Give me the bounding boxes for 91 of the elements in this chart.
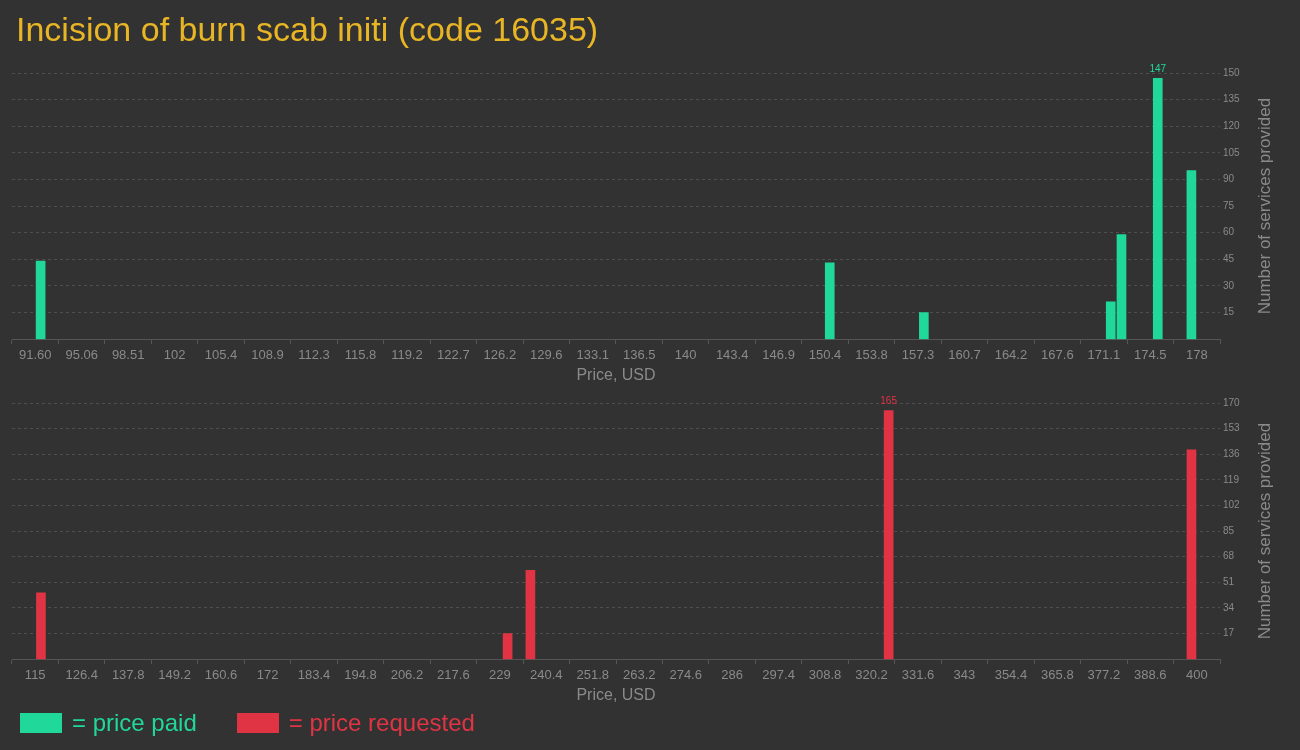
y-tick-label: 51 [1223,576,1235,588]
y-tick-label: 120 [1223,119,1241,131]
x-tick-label: 167.6 [1041,346,1074,362]
y-axis-title: Number of services provided [1254,97,1274,315]
x-tick-label: 320.2 [855,666,888,682]
y-tick-label: 75 [1223,199,1235,211]
bar [35,260,46,340]
y-tick-label: 135 [1223,93,1241,105]
x-tick-label: 150.4 [808,346,842,362]
y-axis-title: Number of services provided [1254,422,1274,640]
x-tick-label: 129.6 [530,346,563,362]
x-tick-label: 274.6 [669,666,702,682]
x-tick-label: 178 [1185,346,1208,362]
legend-label: = price paid [72,709,197,737]
x-tick-label: 95.06 [65,346,98,362]
x-tick-label: 160.6 [204,666,238,682]
legend-label: = price requested [288,709,475,737]
x-tick-label: 115.8 [344,346,377,362]
x-tick-label: 343 [953,666,976,682]
y-tick-label: 68 [1223,550,1235,562]
y-tick-label: 34 [1223,601,1235,613]
x-tick-label: 263.2 [622,666,656,682]
x-tick-label: 377.2 [1087,666,1121,682]
x-tick-label: 126.4 [65,666,98,682]
x-tick-label: 119.2 [391,346,423,362]
y-tick-label: 60 [1223,226,1235,238]
x-tick-label: 183.4 [297,666,331,682]
x-tick-label: 229 [488,666,511,682]
y-tick-label: 105 [1223,146,1241,158]
x-tick-label: 174.5 [1134,346,1167,362]
x-tick-label: 146.9 [762,346,795,362]
x-tick-label: 171.1 [1087,346,1121,362]
x-tick-label: 157.3 [901,346,935,362]
x-tick-label: 122.7 [437,346,470,362]
x-tick-label: 149.2 [158,666,191,682]
bar [36,592,46,660]
y-tick-label: 90 [1223,173,1235,185]
x-tick-label: 297.4 [762,666,795,682]
x-tick-label: 206.2 [390,666,424,682]
x-tick-label: 217.6 [437,666,470,682]
y-tick-label: 150 [1223,66,1241,78]
x-tick-label: 240.4 [530,666,563,682]
bar [919,312,929,340]
x-axis-title: Price, USD [576,365,656,383]
x-tick-label: 172 [256,666,279,682]
x-tick-label: 400 [1185,666,1208,682]
bar [1186,449,1197,660]
x-tick-label: 126.2 [483,346,517,362]
y-tick-label: 170 [1223,396,1241,408]
x-tick-label: 388.6 [1134,666,1167,682]
x-tick-label: 108.9 [251,346,284,362]
x-tick-label: 136.5 [622,346,656,362]
x-tick-label: 112.3 [298,346,330,362]
y-tick-label: 85 [1223,524,1235,536]
x-tick-label: 115 [24,666,46,682]
x-tick-label: 133.1 [576,346,610,362]
x-tick-label: 102 [163,346,186,362]
y-tick-label: 119 [1223,473,1240,485]
x-tick-label: 105.4 [204,346,238,362]
bar [502,633,513,660]
x-axis-title: Price, USD [576,685,656,703]
data-label: 165 [880,395,898,407]
x-tick-label: 365.8 [1041,666,1074,682]
bar [883,410,894,660]
x-tick-label: 160.7 [948,346,981,362]
x-tick-label: 140 [674,346,697,362]
y-tick-label: 17 [1223,627,1235,639]
x-tick-label: 91.60 [18,346,52,362]
x-tick-label: 164.2 [994,346,1028,362]
y-tick-label: 30 [1223,279,1235,291]
x-tick-label: 153.8 [855,346,888,362]
y-tick-label: 153 [1223,422,1241,434]
y-tick-label: 102 [1223,499,1241,511]
data-label: 147 [1149,63,1167,75]
y-tick-label: 136 [1223,447,1241,459]
bar [525,569,536,660]
chart-title: Incision of burn scab initi (code 16035) [15,9,600,50]
x-tick-label: 308.8 [808,666,842,682]
bar [824,262,835,340]
x-tick-label: 286 [721,666,744,682]
y-tick-label: 45 [1223,253,1235,265]
x-tick-label: 251.8 [576,666,610,682]
x-tick-label: 331.6 [901,666,935,682]
x-tick-label: 137.8 [111,666,145,682]
x-tick-label: 354.4 [994,666,1028,682]
x-tick-label: 98.51 [111,346,145,362]
x-tick-label: 143.4 [715,346,749,362]
bar [1152,77,1163,340]
y-tick-label: 15 [1223,306,1235,318]
x-tick-label: 194.8 [344,666,377,682]
bar [1186,170,1197,340]
